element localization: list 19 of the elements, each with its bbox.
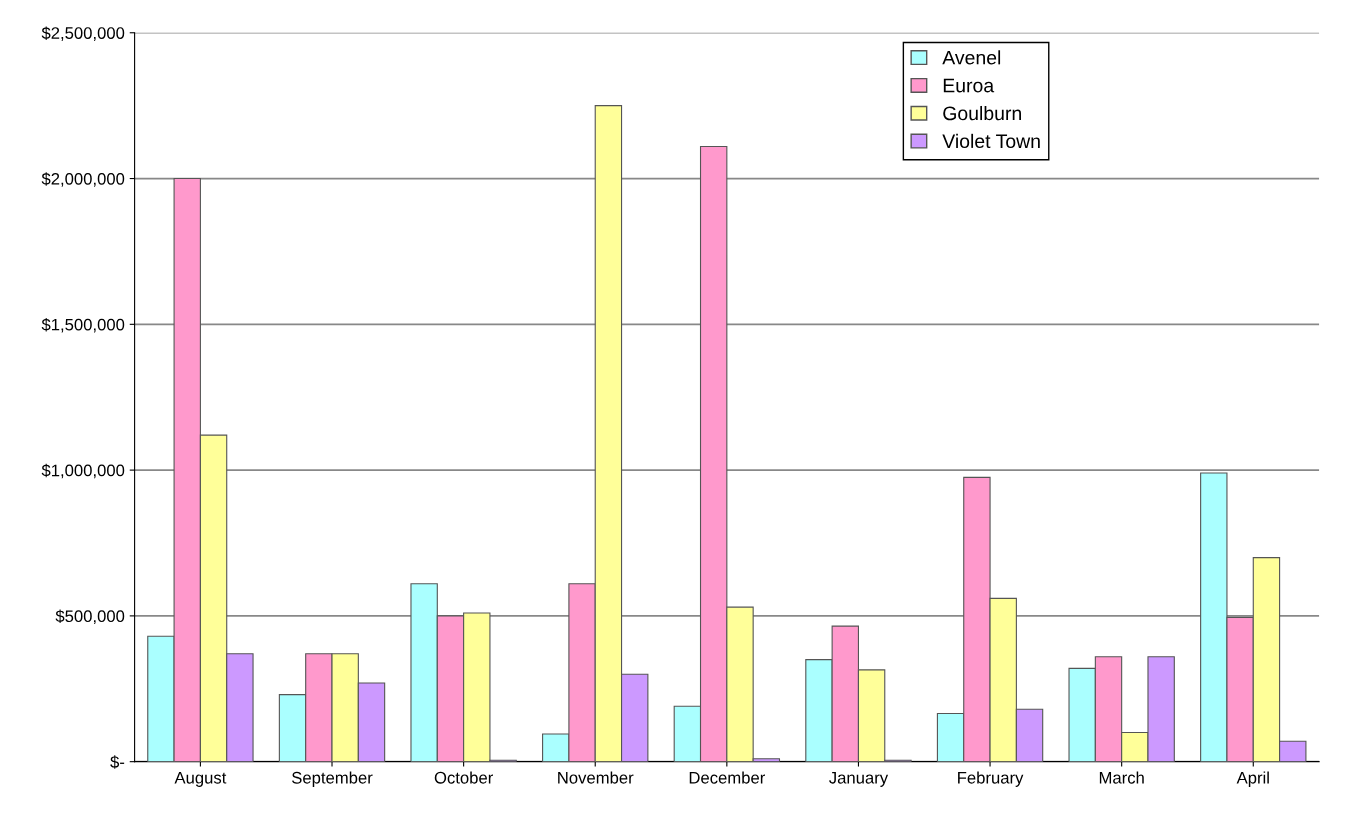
y-tick-label: $- xyxy=(110,755,125,769)
legend-label: Goulburn xyxy=(943,105,1021,121)
x-tick-label: October xyxy=(434,771,493,784)
y-tick-label: $1,500,000 xyxy=(41,318,125,333)
y-tick-label: $2,000,000 xyxy=(41,172,125,187)
legend-label: Avenel xyxy=(942,50,1001,65)
x-tick-label: March xyxy=(1099,771,1144,784)
legend-label: Euroa xyxy=(943,78,995,93)
y-tick-label: $500,000 xyxy=(55,609,125,625)
legend-label: Violet Town xyxy=(942,133,1040,149)
y-tick-label: $2,500,000 xyxy=(41,26,125,41)
x-tick-label: April xyxy=(1236,771,1269,787)
x-tick-label: November xyxy=(558,771,634,784)
x-tick-label: September xyxy=(292,771,373,787)
x-tick-label: December xyxy=(689,771,766,784)
x-tick-label: February xyxy=(958,771,1024,787)
y-tick-label: $1,000,000 xyxy=(41,463,125,479)
x-tick-label: August xyxy=(174,772,227,787)
x-tick-label: January xyxy=(829,772,889,787)
